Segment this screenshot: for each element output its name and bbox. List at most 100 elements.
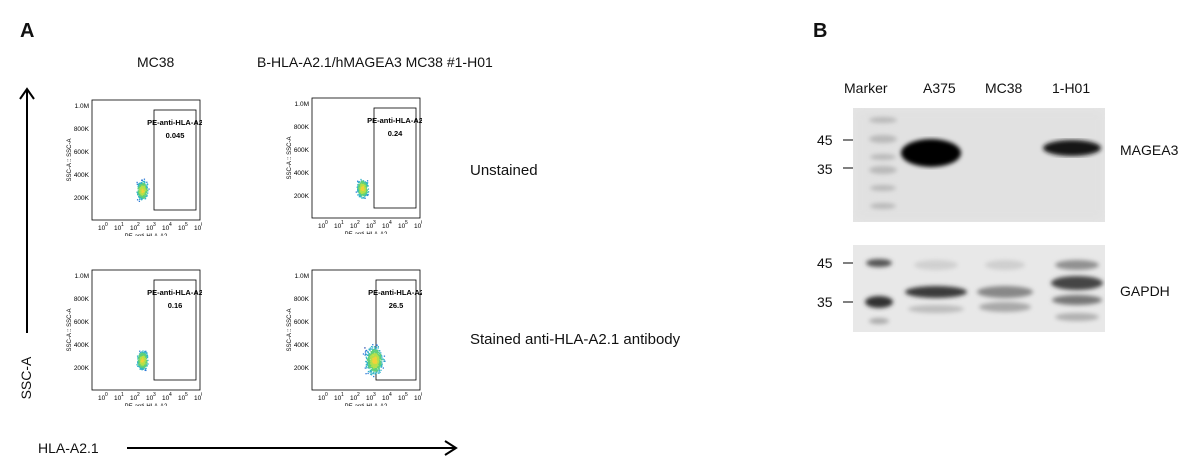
mw-35-magea3: 35 xyxy=(817,161,833,177)
gate-label: PE-anti-HLA-A2 xyxy=(147,288,202,297)
y-tick-label: 800K xyxy=(74,296,90,303)
gate-label: PE-anti-HLA-A2 xyxy=(368,288,422,297)
flow-plot-h01-stained: 1.0M 800K 600K 400K 200K SSC-A :: SSC-A 10 0 10 1… xyxy=(282,266,422,406)
plot-y-label: SSC-A :: SSC-A xyxy=(67,308,73,351)
lane-1h01: 1-H01 xyxy=(1052,80,1091,96)
plot-y-label: SSC-A :: SSC-A xyxy=(287,136,293,179)
plot-y-label: SSC-A :: SSC-A xyxy=(287,308,293,351)
column-header-h01: B-HLA-A2.1/hMAGEA3 MC38 #1-H01 xyxy=(257,54,493,70)
x-tick-exp: 4 xyxy=(389,392,392,398)
x-tick-label: 10 xyxy=(318,223,326,230)
x-tick-label: 10 xyxy=(414,223,422,230)
plot-x-label: PE-anti-HLA-A2 xyxy=(125,234,168,236)
y-tick-label: 800K xyxy=(294,296,310,303)
x-tick-exp: 2 xyxy=(137,222,140,228)
x-tick-exp: 1 xyxy=(341,392,344,398)
y-axis-arrow xyxy=(19,87,35,333)
x-tick-label: 10 xyxy=(194,225,202,232)
mw-45-magea3: 45 xyxy=(817,132,833,148)
x-tick-exp: 2 xyxy=(137,392,140,398)
x-tick-label: 10 xyxy=(334,395,342,402)
y-tick-label: 600K xyxy=(294,147,310,154)
x-tick-exp: 3 xyxy=(373,220,376,226)
x-tick-exp: 0 xyxy=(105,392,108,398)
x-tick-exp: 2 xyxy=(357,392,360,398)
y-tick-label: 600K xyxy=(294,319,310,326)
lane-mc38: MC38 xyxy=(985,80,1023,96)
mw-45-gapdh: 45 xyxy=(817,255,833,271)
label-gapdh: GAPDH xyxy=(1120,283,1170,299)
x-tick-label: 10 xyxy=(382,395,390,402)
y-tick-label: 1.0M xyxy=(295,273,309,280)
x-tick-label: 10 xyxy=(178,395,186,402)
x-tick-exp: 0 xyxy=(105,222,108,228)
x-tick-exp: 5 xyxy=(185,392,188,398)
plot-y-label: SSC-A :: SSC-A xyxy=(67,138,73,181)
x-tick-label: 10 xyxy=(98,395,106,402)
x-tick-exp: 5 xyxy=(405,392,408,398)
y-tick-label: 200K xyxy=(294,365,310,372)
x-tick-exp: 1 xyxy=(121,392,124,398)
y-tick-label: 1.0M xyxy=(75,273,89,280)
row-label-unstained: Unstained xyxy=(470,162,538,179)
x-tick-exp: 2 xyxy=(357,220,360,226)
x-tick-label: 10 xyxy=(146,225,154,232)
x-tick-label: 10 xyxy=(398,395,406,402)
y-axis-label: SSC-A xyxy=(18,356,34,400)
x-tick-exp: 6 xyxy=(201,392,202,398)
y-tick-label: 400K xyxy=(294,342,310,349)
gate-value: 26.5 xyxy=(389,301,404,310)
x-tick-exp: 4 xyxy=(389,220,392,226)
y-tick-label: 200K xyxy=(74,365,90,372)
y-tick-label: 600K xyxy=(74,319,90,326)
flow-plot-mc38-stained: 1.0M 800K 600K 400K 200K SSC-A :: SSC-A 10 0 10 1… xyxy=(62,266,202,406)
gate-value: 0.16 xyxy=(168,301,183,310)
x-tick-label: 10 xyxy=(350,395,358,402)
x-tick-label: 10 xyxy=(366,395,374,402)
panel-b-letter: B xyxy=(813,20,828,42)
blot-gapdh xyxy=(853,245,1105,332)
x-tick-label: 10 xyxy=(318,395,326,402)
x-tick-label: 10 xyxy=(414,395,422,402)
gate-value: 0.24 xyxy=(388,129,403,138)
y-tick-label: 400K xyxy=(294,170,310,177)
plot-x-label: PE-anti-HLA-A2 xyxy=(345,232,388,234)
plot-x-label: PE-anti-HLA-A2 xyxy=(125,404,168,406)
gate-label: PE-anti-HLA-A2 xyxy=(147,118,202,127)
x-tick-label: 10 xyxy=(98,225,106,232)
x-tick-exp: 5 xyxy=(405,220,408,226)
x-tick-label: 10 xyxy=(334,223,342,230)
x-tick-exp: 5 xyxy=(185,222,188,228)
x-tick-exp: 6 xyxy=(201,222,202,228)
y-tick-label: 200K xyxy=(294,193,310,200)
flow-plot-mc38-unstained: 1.0M 800K 600K 400K 200K SSC-A :: SSC-A 10 0 10 1… xyxy=(62,96,202,236)
flow-plot-h01-unstained: 1.0M 800K 600K 400K 200K SSC-A :: SSC-A 10 0 10 1… xyxy=(282,94,422,234)
blot-magea3-ticks xyxy=(843,139,853,169)
x-tick-exp: 3 xyxy=(153,222,156,228)
gate-label: PE-anti-HLA-A2 xyxy=(367,116,422,125)
x-tick-label: 10 xyxy=(114,225,122,232)
x-tick-label: 10 xyxy=(146,395,154,402)
x-tick-exp: 4 xyxy=(169,222,172,228)
lane-a375: A375 xyxy=(923,80,956,96)
y-tick-label: 1.0M xyxy=(75,103,89,110)
x-tick-label: 10 xyxy=(162,395,170,402)
column-header-mc38: MC38 xyxy=(137,54,175,70)
lane-marker: Marker xyxy=(844,80,888,96)
label-magea3: MAGEA3 xyxy=(1120,142,1179,158)
y-tick-label: 200K xyxy=(74,195,90,202)
gate-value: 0.045 xyxy=(166,131,185,140)
y-tick-label: 400K xyxy=(74,342,90,349)
x-tick-exp: 0 xyxy=(325,220,328,226)
x-tick-exp: 3 xyxy=(373,392,376,398)
x-axis-arrow xyxy=(127,440,458,456)
x-tick-exp: 6 xyxy=(421,220,422,226)
x-tick-exp: 3 xyxy=(153,392,156,398)
x-tick-exp: 4 xyxy=(169,392,172,398)
mw-35-gapdh: 35 xyxy=(817,294,833,310)
y-tick-label: 400K xyxy=(74,172,90,179)
x-tick-label: 10 xyxy=(366,223,374,230)
x-tick-exp: 6 xyxy=(421,392,422,398)
x-axis-label: HLA-A2.1 xyxy=(38,440,99,456)
x-tick-label: 10 xyxy=(350,223,358,230)
